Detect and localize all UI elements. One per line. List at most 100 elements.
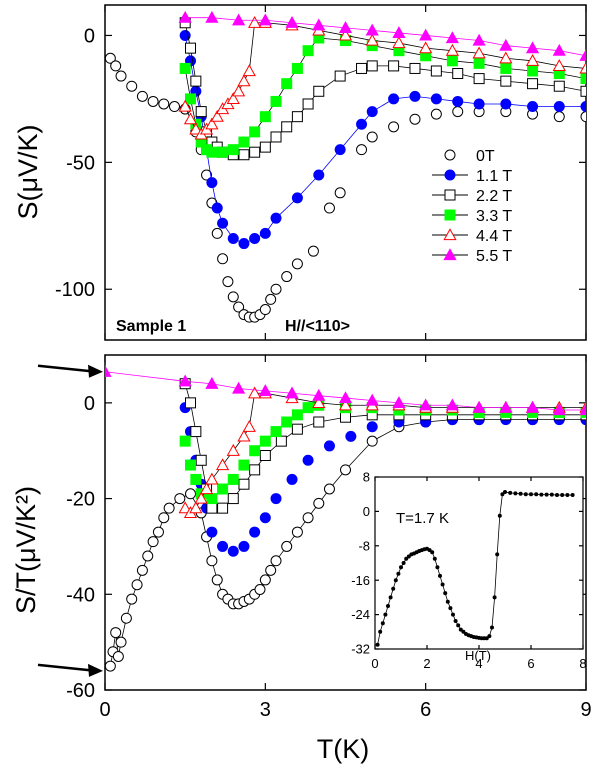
data-point bbox=[499, 400, 513, 413]
data-point bbox=[473, 57, 485, 69]
data-point bbox=[302, 98, 314, 110]
data-point bbox=[210, 109, 224, 122]
data-point bbox=[291, 409, 303, 421]
reference-arrows bbox=[37, 364, 103, 677]
data-point bbox=[338, 21, 353, 33]
data-point bbox=[527, 65, 539, 77]
inset-data-point bbox=[544, 492, 549, 497]
inset-x-axis-label: H(T) bbox=[465, 648, 491, 663]
data-point bbox=[291, 192, 303, 204]
data-point bbox=[430, 108, 442, 120]
data-point bbox=[105, 364, 112, 377]
inset-data-point bbox=[534, 492, 539, 497]
data-point bbox=[217, 483, 229, 495]
data-point bbox=[334, 187, 346, 199]
data-point bbox=[365, 33, 379, 46]
data-point bbox=[206, 502, 218, 514]
data-point bbox=[185, 397, 197, 409]
data-point bbox=[189, 501, 203, 514]
data-point bbox=[178, 99, 192, 112]
inset-data-point bbox=[391, 586, 396, 591]
inset-frame bbox=[374, 476, 584, 650]
arrow-shaft bbox=[37, 663, 97, 673]
legend-marker bbox=[444, 169, 456, 181]
data-point bbox=[499, 51, 513, 64]
data-point bbox=[580, 101, 586, 113]
data-point bbox=[158, 512, 170, 524]
data-point bbox=[259, 227, 271, 239]
data-point bbox=[249, 146, 261, 158]
legend-label: 3.3 T bbox=[476, 208, 512, 225]
inset-data-point bbox=[451, 612, 455, 617]
data-point bbox=[178, 501, 192, 514]
data-point bbox=[580, 85, 586, 97]
data-point bbox=[313, 416, 325, 428]
data-point bbox=[285, 15, 299, 28]
data-point bbox=[388, 93, 400, 105]
inset-data-point bbox=[430, 550, 435, 555]
data-point bbox=[500, 98, 512, 110]
data-point bbox=[392, 396, 406, 408]
data-point bbox=[238, 149, 250, 161]
data-point bbox=[259, 304, 271, 316]
data-point bbox=[553, 80, 565, 92]
data-point bbox=[185, 488, 197, 500]
bottom-series-layer bbox=[105, 364, 586, 672]
inset-data-point bbox=[396, 571, 401, 576]
data-point bbox=[158, 98, 170, 110]
data-point bbox=[211, 202, 223, 214]
y-tick-label: -24 bbox=[351, 607, 370, 622]
data-point bbox=[302, 454, 314, 466]
legend-marker bbox=[444, 209, 456, 221]
x-tick-label: 6 bbox=[420, 699, 431, 721]
data-point bbox=[419, 28, 433, 41]
data-point bbox=[312, 396, 326, 408]
inset-data-point bbox=[503, 490, 507, 495]
data-point bbox=[270, 212, 282, 224]
data-point bbox=[259, 435, 271, 447]
data-point bbox=[126, 80, 138, 92]
data-point bbox=[527, 101, 539, 113]
data-point bbox=[249, 464, 261, 476]
y-tick-label: 8 bbox=[363, 470, 370, 485]
data-point bbox=[190, 473, 202, 485]
data-point bbox=[281, 121, 293, 133]
y-tick-label: 0 bbox=[84, 25, 95, 47]
inset-data-point bbox=[560, 493, 565, 498]
data-point bbox=[233, 301, 245, 313]
legend-entry: 1.1 T bbox=[432, 168, 512, 185]
data-point bbox=[552, 59, 566, 72]
data-point bbox=[205, 117, 219, 130]
data-point bbox=[115, 636, 127, 648]
inset-data-point bbox=[495, 552, 500, 557]
data-point bbox=[312, 18, 326, 31]
data-point bbox=[238, 478, 250, 490]
series-0t bbox=[105, 52, 586, 323]
data-point bbox=[356, 144, 368, 156]
data-point bbox=[179, 62, 191, 74]
data-point bbox=[248, 15, 262, 28]
top-axis-ticks: 0 -50 -100 bbox=[55, 5, 587, 340]
data-point bbox=[419, 41, 433, 54]
x-tick-label: 4 bbox=[475, 656, 482, 671]
x-tick-label: 6 bbox=[527, 656, 534, 671]
data-point bbox=[227, 232, 239, 244]
data-point bbox=[579, 61, 586, 74]
data-point bbox=[270, 426, 282, 438]
data-point bbox=[248, 386, 262, 399]
data-point bbox=[211, 574, 223, 586]
data-point bbox=[195, 454, 207, 466]
legend: 0T 1.1 T 2.2 T 3.3 T 4.4 T 5.5 T bbox=[432, 148, 512, 265]
data-point bbox=[392, 26, 406, 39]
data-point bbox=[185, 42, 197, 54]
data-point bbox=[270, 493, 282, 505]
bottom-axis-ticks: 0-20-40-600 3 6 9 bbox=[66, 355, 592, 721]
top-y-axis-label: S(μV/K) bbox=[13, 124, 43, 219]
data-point bbox=[334, 70, 346, 82]
data-point bbox=[366, 435, 378, 447]
inset-data-point bbox=[513, 491, 518, 496]
data-point bbox=[366, 131, 378, 143]
legend-label: 0T bbox=[476, 148, 495, 165]
data-point bbox=[553, 101, 565, 113]
